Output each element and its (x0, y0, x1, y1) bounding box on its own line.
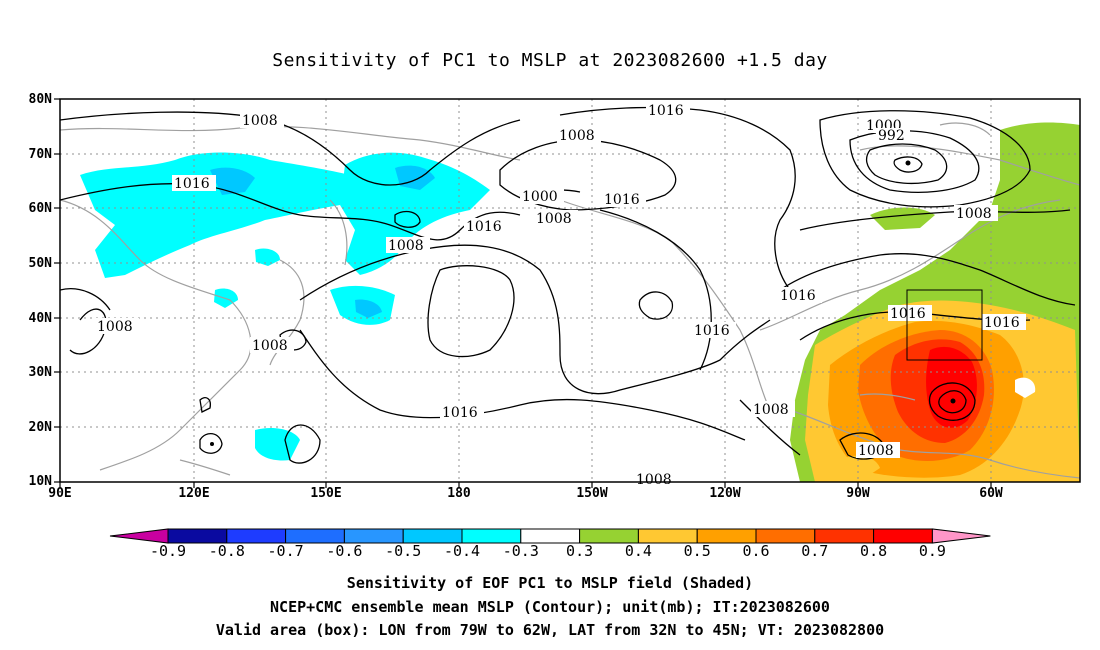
contour-label: 1016 (442, 405, 478, 421)
colorbar-high-triangle (931, 528, 991, 544)
valid-area-box (906, 289, 983, 361)
lon-label: 180 (447, 486, 471, 501)
lat-label: 10N (28, 474, 52, 489)
colorbar-tick-label: 0.7 (801, 542, 829, 560)
colorbar-swatch (343, 528, 404, 544)
axis-ticks (54, 98, 992, 488)
colorbar-swatch (226, 528, 287, 544)
colorbar-swatch (461, 528, 522, 544)
contour-label: 1016 (694, 323, 730, 339)
colorbar-tick-label: -0.9 (149, 542, 187, 560)
colorbar-tick-label: 0.9 (918, 542, 946, 560)
lat-label: 40N (28, 311, 52, 326)
lon-label: 60W (979, 486, 1003, 501)
low-center-marker (210, 442, 214, 446)
colorbar-swatch (755, 528, 816, 544)
colorbar-swatch (167, 528, 228, 544)
colorbar-swatch (873, 528, 933, 544)
positive-sensitivity-area (840, 455, 880, 478)
lat-label: 30N (28, 365, 52, 380)
contour-label: 1008 (97, 319, 133, 335)
colorbar-tick-label: 0.8 (860, 542, 888, 560)
colorbar (109, 528, 991, 544)
lon-label: 90E (48, 486, 72, 501)
contour-label: 1016 (780, 288, 816, 304)
contour-label: 1016 (984, 315, 1020, 331)
colorbar-swatch (637, 528, 698, 544)
contour-label: 1008 (636, 472, 672, 488)
contour-label: 1016 (648, 103, 684, 119)
colorbar-swatch (285, 528, 345, 544)
contour-label: 1016 (604, 192, 640, 208)
colorbar-tick-label: 0.6 (742, 542, 770, 560)
lon-label: 90W (846, 486, 870, 501)
shaded-field (80, 122, 1080, 482)
contour-label: 1016 (466, 219, 502, 235)
negative-sensitivity-area (80, 152, 350, 278)
colorbar-swatch (579, 528, 639, 544)
colorbar-swatch (520, 528, 581, 544)
contour-label-group: 1008 1016 1008 1016 1008 1008 1016 1008 … (95, 102, 1026, 488)
colorbar-tick-label: 0.3 (566, 542, 594, 560)
colorbar-tick-label: -0.8 (208, 542, 245, 560)
contour-label: 1008 (388, 238, 424, 254)
positive-sensitivity-area (870, 207, 935, 230)
caption-line: NCEP+CMC ensemble mean MSLP (Contour); u… (270, 598, 830, 616)
contour-label: 1008 (536, 211, 572, 227)
lon-label: 150E (310, 486, 342, 501)
contour-label: 1008 (858, 443, 894, 459)
colorbar-tick-label: -0.3 (502, 542, 539, 560)
contour-label: 1008 (252, 338, 288, 354)
contour-label: 1008 (242, 113, 278, 129)
positive-sensitivity-area (1015, 377, 1036, 398)
lat-label: 50N (28, 256, 52, 271)
contour-label: 1000 (522, 189, 558, 205)
contour-label: 992 (878, 128, 905, 144)
colorbar-swatch (402, 528, 463, 544)
lat-label: 20N (28, 420, 52, 435)
positive-sensitivity-area (926, 346, 977, 428)
colorbar-tick-label: 0.4 (624, 542, 652, 560)
negative-sensitivity-area (255, 428, 300, 461)
colorbar-swatch (814, 528, 875, 544)
contour-label: 1008 (753, 402, 789, 418)
caption-line: Sensitivity of EOF PC1 to MSLP field (Sh… (346, 574, 754, 592)
negative-sensitivity-area (355, 299, 382, 318)
contour-label: 1016 (174, 176, 210, 192)
colorbar-tick-label: -0.4 (443, 542, 481, 560)
colorbar-swatch (696, 528, 757, 544)
colorbar-tick-label: 0.5 (683, 542, 711, 560)
colorbar-low-triangle (109, 528, 169, 544)
contour-label: 1008 (559, 128, 595, 144)
low-center-marker (905, 160, 911, 166)
lon-label: 120E (178, 486, 210, 501)
negative-sensitivity-area (255, 248, 280, 266)
pressure-centers (210, 160, 956, 446)
figure-title: Sensitivity of PC1 to MSLP at 2023082600… (272, 50, 828, 71)
colorbar-tick-label: -0.7 (267, 542, 304, 560)
lon-label: 150W (576, 486, 608, 501)
lon-label: 120W (709, 486, 741, 501)
lat-label: 60N (28, 201, 52, 216)
map-frame (59, 98, 1081, 483)
low-center-marker (950, 398, 956, 404)
lat-label: 70N (28, 147, 52, 162)
colorbar-tick-label: -0.6 (326, 542, 363, 560)
contour-label: 1008 (956, 206, 992, 222)
negative-sensitivity-area (210, 167, 255, 195)
colorbar-tick-label: -0.5 (385, 542, 422, 560)
contour-label: 1016 (890, 306, 926, 322)
caption-line: Valid area (box): LON from 79W to 62W, L… (215, 621, 885, 639)
lat-label: 80N (28, 92, 52, 107)
